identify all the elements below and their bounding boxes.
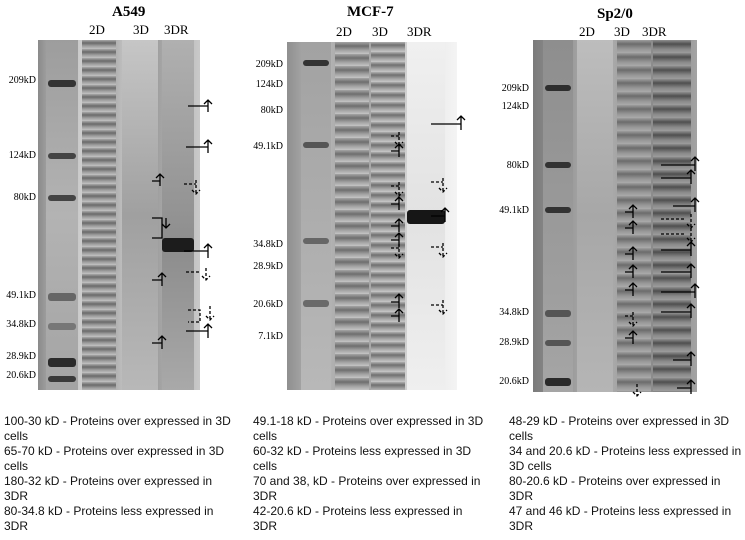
marker-label-28kd: 28.9kD bbox=[253, 261, 283, 272]
gel-image bbox=[287, 42, 457, 390]
gel-lane-3dr bbox=[653, 40, 691, 392]
lane-label-3dr: 3DR bbox=[642, 24, 667, 39]
caption-line: 80-34.8 kD - Proteins less expressed in … bbox=[4, 504, 214, 533]
marker-label-28kd: 28.9kD bbox=[499, 337, 529, 348]
caption-line: 34 and 20.6 kD - Proteins less expressed… bbox=[509, 444, 742, 473]
caption-line: 49.1-18 kD - Proteins over expressed in … bbox=[253, 414, 484, 443]
marker-label-209kd: 209kD bbox=[8, 75, 36, 86]
marker-label-124kd: 124kD bbox=[501, 101, 529, 112]
marker-label-7kd: 7.1kD bbox=[258, 331, 283, 342]
caption-line: 42-20.6 kD - Proteins less expressed in … bbox=[253, 504, 463, 533]
lane-label-2d: 2D bbox=[579, 24, 595, 39]
marker-label-34kd: 34.8kD bbox=[6, 319, 36, 330]
lane-label-3d: 3D bbox=[614, 24, 630, 39]
gel-panel-a549: A549 2D 3D 3DR 209kD 124kD 80kD 49.1kD 3… bbox=[0, 0, 235, 410]
caption-line: 47 and 46 kD - Proteins less expressed i… bbox=[509, 504, 732, 533]
marker-label-80kd: 80kD bbox=[260, 105, 283, 116]
marker-label-124kd: 124kD bbox=[8, 150, 36, 161]
marker-label-34kd: 34.8kD bbox=[499, 307, 529, 318]
marker-label-49kd: 49.1kD bbox=[6, 290, 36, 301]
lane-label-3dr: 3DR bbox=[407, 24, 432, 39]
panel-title: MCF-7 bbox=[347, 4, 394, 20]
marker-label-34kd: 34.8kD bbox=[253, 239, 283, 250]
marker-label-20kd: 20.6kD bbox=[253, 299, 283, 310]
gel-lane-2d bbox=[577, 40, 613, 392]
annotation-arrows bbox=[152, 99, 215, 349]
gel-image bbox=[533, 40, 697, 392]
marker-label-80kd: 80kD bbox=[506, 160, 529, 171]
marker-label-20kd: 20.6kD bbox=[6, 370, 36, 381]
caption-line: 65-70 kD - Proteins over expressed in 3D… bbox=[4, 444, 225, 473]
marker-label-20kd: 20.6kD bbox=[499, 376, 529, 387]
gel-lane-2d bbox=[335, 42, 369, 390]
caption-line: 48-29 kD - Proteins over expressed in 3D… bbox=[509, 414, 730, 443]
marker-label-209kd: 209kD bbox=[255, 59, 283, 70]
lane-label-2d: 2D bbox=[336, 24, 352, 39]
gel-lane-2d bbox=[82, 40, 116, 390]
gel-panel-sp20: Sp2/0 2D 3D 3DR 209kD 124kD 80kD 49.1kD … bbox=[495, 0, 745, 410]
gel-lane-marker bbox=[543, 40, 573, 392]
caption-line: 80-20.6 kD - Proteins over expressed in … bbox=[509, 474, 721, 503]
caption-sp20: 48-29 kD - Proteins over expressed in 3D… bbox=[509, 414, 743, 534]
caption-line: 100-30 kD - Proteins over expressed in 3… bbox=[4, 414, 231, 443]
marker-label-49kd: 49.1kD bbox=[499, 205, 529, 216]
gel-image bbox=[38, 40, 200, 390]
gel-lane-marker bbox=[301, 42, 331, 390]
gel-lane-3d bbox=[617, 40, 651, 392]
marker-label-209kd: 209kD bbox=[501, 83, 529, 94]
marker-label-49kd: 49.1kD bbox=[253, 141, 283, 152]
lane-label-3dr: 3DR bbox=[164, 22, 189, 37]
marker-label-124kd: 124kD bbox=[255, 79, 283, 90]
gel-lane-3d bbox=[371, 42, 405, 390]
marker-label-80kd: 80kD bbox=[13, 192, 36, 203]
marker-label-28kd: 28.9kD bbox=[6, 351, 36, 362]
gel-panel-mcf7: MCF-7 2D 3D 3DR 209kD 124kD 80kD 49.1kD … bbox=[245, 0, 485, 410]
annotation-arrows bbox=[625, 156, 700, 397]
caption-line: 180-32 kD - Proteins over expressed in 3… bbox=[4, 474, 213, 503]
gel-lane-marker bbox=[46, 40, 78, 390]
caption-a549: 100-30 kD - Proteins over expressed in 3… bbox=[4, 414, 238, 534]
lane-label-2d: 2D bbox=[89, 22, 105, 37]
annotation-arrows bbox=[391, 115, 466, 322]
caption-line: 60-32 kD - Proteins less expressed in 3D… bbox=[253, 444, 472, 473]
panel-title: Sp2/0 bbox=[597, 6, 633, 22]
panel-title: A549 bbox=[112, 4, 146, 20]
lane-label-3d: 3D bbox=[133, 22, 149, 37]
lane-label-3d: 3D bbox=[372, 24, 388, 39]
caption-mcf7: 49.1-18 kD - Proteins over expressed in … bbox=[253, 414, 487, 534]
caption-line: 70 and 38, kD - Proteins over expressed … bbox=[253, 474, 481, 503]
gel-lane-3d bbox=[122, 40, 158, 390]
gel-lane-3dr bbox=[162, 40, 194, 390]
